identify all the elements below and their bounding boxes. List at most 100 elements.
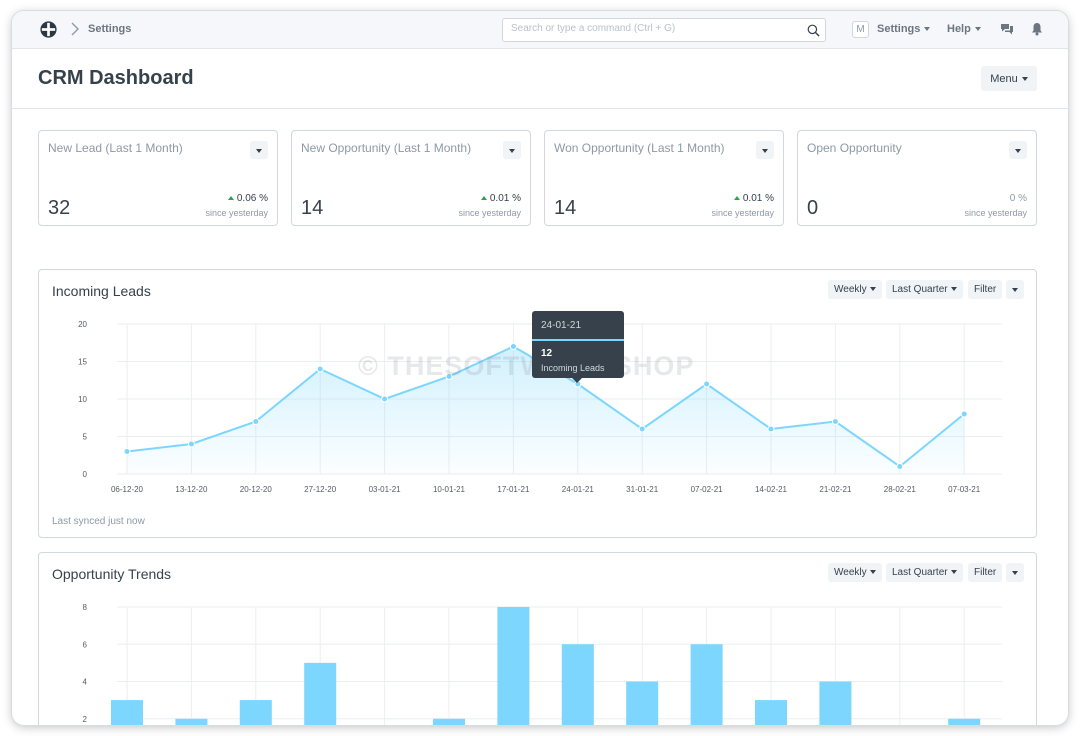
card-dropdown-button[interactable]	[1009, 141, 1027, 159]
chart-tooltip: 24-01-21 12 Incoming Leads	[532, 311, 624, 383]
bar	[561, 644, 594, 725]
breadcrumb[interactable]: Settings	[88, 23, 132, 35]
y-tick-label: 0	[83, 470, 88, 479]
card-since-label: since yesterday	[205, 208, 268, 218]
y-tick-label: 20	[78, 320, 87, 329]
settings-dropdown[interactable]: Settings	[877, 23, 931, 35]
data-point	[381, 395, 389, 403]
x-tick-label: 24-01-21	[562, 485, 595, 494]
caret-down-icon	[974, 27, 981, 32]
timespan-dropdown-label: Last Quarter	[892, 284, 948, 295]
card-dropdown-button[interactable]	[250, 141, 268, 159]
card-dropdown-button[interactable]	[503, 141, 521, 159]
data-point	[187, 440, 195, 448]
interval-dropdown-label: Weekly	[834, 284, 867, 295]
menu-button-label: Menu	[990, 72, 1018, 85]
y-tick-label: 2	[83, 715, 88, 724]
caret-down-icon	[869, 287, 876, 292]
data-point	[445, 373, 453, 380]
page-header: CRM Dashboard Menu	[12, 49, 1068, 109]
card-dropdown-button[interactable]	[756, 141, 774, 159]
chart-options-button[interactable]	[1006, 563, 1024, 582]
interval-dropdown-label: Weekly	[834, 567, 867, 578]
bar	[690, 644, 723, 725]
bar	[755, 700, 787, 725]
y-tick-label: 4	[83, 678, 88, 687]
last-synced-text: Last synced just now	[52, 516, 145, 527]
y-tick-label: 5	[83, 433, 88, 442]
data-point	[703, 380, 711, 388]
chat-icon[interactable]	[1000, 23, 1014, 36]
bar	[111, 700, 143, 725]
menu-button[interactable]: Menu	[981, 66, 1037, 91]
card-percent-change: 0.06 %	[228, 193, 268, 204]
timespan-dropdown[interactable]: Last Quarter	[886, 280, 963, 299]
x-tick-label: 13-12-20	[175, 485, 208, 494]
card-value: 0	[807, 197, 819, 219]
card-since-label: since yesterday	[711, 208, 774, 218]
data-point	[509, 343, 517, 350]
help-dropdown-label: Help	[947, 23, 971, 35]
card-since-label: since yesterday	[964, 208, 1027, 218]
filter-button-label: Filter	[974, 284, 997, 295]
chart-options-button[interactable]	[1006, 280, 1024, 299]
card-value: 14	[301, 197, 324, 219]
navbar: Settings M Settings Help	[12, 11, 1068, 49]
x-tick-label: 17-01-21	[497, 485, 530, 494]
bar	[497, 607, 530, 725]
card-title: Won Opportunity (Last 1 Month)	[554, 141, 725, 155]
avatar[interactable]: M	[852, 21, 869, 38]
x-tick-label: 03-01-21	[369, 485, 402, 494]
chart-title: Incoming Leads	[52, 283, 151, 299]
card-percent-change: 0.01 %	[481, 193, 521, 204]
frappe-logo-icon[interactable]	[39, 20, 58, 39]
filter-button[interactable]: Filter	[968, 280, 1003, 299]
bell-icon[interactable]	[1031, 22, 1043, 36]
number-card-won-opportunity[interactable]: Won Opportunity (Last 1 Month) 14 0.01 %…	[544, 130, 784, 226]
x-tick-label: 21-02-21	[819, 485, 852, 494]
y-tick-label: 10	[78, 395, 87, 404]
tooltip-date: 24-01-21	[541, 320, 582, 331]
x-tick-label: 14-02-21	[755, 485, 788, 494]
data-point	[123, 448, 131, 455]
number-card-new-lead[interactable]: New Lead (Last 1 Month) 32 0.06 % since …	[38, 130, 278, 226]
data-point	[252, 418, 260, 425]
x-tick-label: 07-02-21	[691, 485, 724, 494]
card-title: New Opportunity (Last 1 Month)	[301, 141, 472, 155]
x-tick-label: 31-01-21	[626, 485, 659, 494]
data-point	[960, 410, 968, 418]
card-title: Open Opportunity	[807, 141, 902, 155]
card-percent-change: 0.01 %	[734, 193, 774, 204]
bar	[433, 718, 465, 725]
caret-down-icon	[950, 287, 957, 292]
y-tick-label: 8	[83, 603, 88, 612]
x-tick-label: 20-12-20	[240, 485, 273, 494]
search-bar[interactable]	[502, 18, 826, 42]
number-card-open-opportunity[interactable]: Open Opportunity 0 0 % since yesterday	[797, 130, 1037, 226]
interval-dropdown[interactable]: Weekly	[828, 563, 882, 582]
page-title: CRM Dashboard	[38, 67, 194, 89]
card-value: 14	[554, 197, 577, 219]
number-card-new-opportunity[interactable]: New Opportunity (Last 1 Month) 14 0.01 %…	[291, 130, 531, 226]
caret-down-icon	[1021, 76, 1028, 81]
data-point	[316, 365, 324, 373]
timespan-dropdown-label: Last Quarter	[892, 567, 948, 578]
interval-dropdown[interactable]: Weekly	[828, 280, 882, 299]
caret-down-icon	[924, 27, 931, 32]
filter-button[interactable]: Filter	[968, 563, 1003, 582]
search-icon[interactable]	[807, 24, 820, 37]
data-point	[831, 418, 839, 425]
bar	[175, 718, 208, 725]
x-tick-label: 28-02-21	[884, 485, 917, 494]
timespan-dropdown[interactable]: Last Quarter	[886, 563, 963, 582]
caret-down-icon	[950, 570, 957, 575]
filter-button-label: Filter	[974, 567, 997, 578]
help-dropdown[interactable]: Help	[947, 23, 981, 35]
data-point	[896, 463, 904, 470]
search-input[interactable]	[511, 23, 801, 34]
charts-layer: 0 5 10 15 20 06-12-20 13-12-20 20-12-20 27-12-20…	[78, 320, 1002, 725]
card-percent-change: 0 %	[1009, 193, 1027, 204]
chart-title: Opportunity Trends	[52, 566, 172, 582]
data-point	[638, 425, 646, 433]
x-tick-label: 07-03-21	[948, 485, 981, 494]
